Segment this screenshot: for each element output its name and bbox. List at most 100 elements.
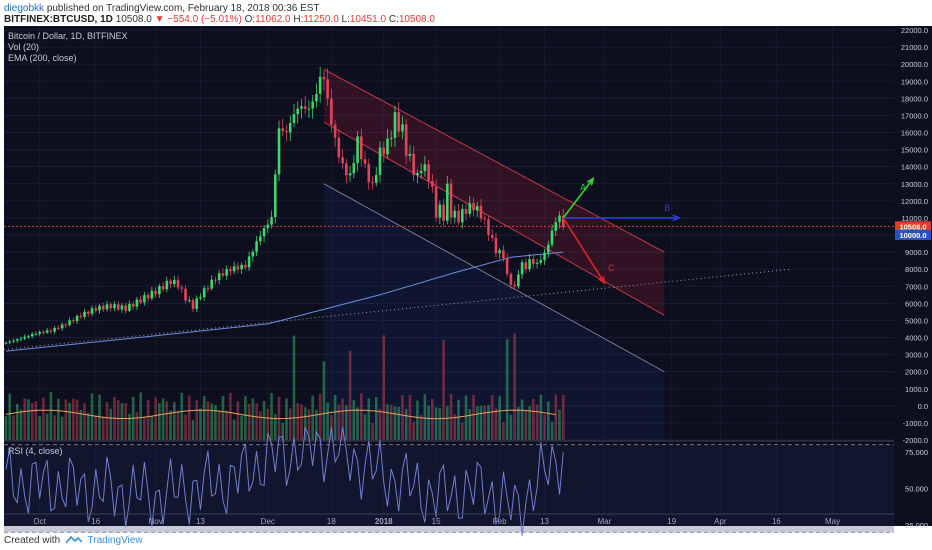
volume-bar bbox=[158, 403, 161, 440]
date-tick-label: Feb bbox=[493, 517, 507, 526]
candle-body bbox=[502, 250, 505, 259]
price-marker bbox=[895, 230, 931, 240]
volume-bar bbox=[431, 398, 434, 440]
candle-body bbox=[19, 338, 23, 340]
volume-bar bbox=[296, 402, 300, 440]
volume-bar bbox=[154, 397, 157, 440]
candle-body bbox=[247, 256, 251, 268]
candle-body bbox=[225, 269, 228, 276]
volume-bar bbox=[101, 417, 105, 440]
volume-bar bbox=[524, 409, 528, 440]
volume-bar bbox=[15, 403, 19, 440]
volume-bar bbox=[423, 394, 427, 440]
volume-bar bbox=[389, 404, 393, 440]
candle-body bbox=[154, 290, 157, 295]
candle-body bbox=[292, 114, 296, 123]
author-link[interactable]: diegobkk bbox=[4, 3, 45, 14]
volume-bar bbox=[57, 398, 60, 440]
low-label: L: bbox=[341, 14, 350, 25]
scenario-arrowhead bbox=[598, 275, 606, 285]
candle-body bbox=[64, 324, 68, 326]
candle-body bbox=[206, 288, 210, 290]
volume-bar bbox=[513, 333, 516, 440]
series-title[interactable]: Bitcoin / Dollar, 1D, BITFINEX bbox=[8, 31, 128, 41]
volume-bar bbox=[34, 401, 38, 440]
price-tick-label: 2000.0 bbox=[905, 368, 928, 377]
candle-body bbox=[483, 218, 487, 220]
candle-body bbox=[431, 180, 434, 187]
volume-bar bbox=[83, 403, 86, 440]
volume-bar bbox=[382, 335, 386, 440]
volume-bar bbox=[143, 417, 146, 440]
volume-bar bbox=[19, 409, 23, 440]
volume-bar bbox=[288, 408, 292, 440]
volume-bar bbox=[528, 406, 531, 440]
candle-body bbox=[49, 330, 53, 332]
volume-bar bbox=[150, 416, 154, 440]
volume-bar bbox=[169, 410, 172, 440]
volume-bar bbox=[270, 392, 273, 440]
price-tick-label: -1000.0 bbox=[903, 419, 928, 428]
volume-bar bbox=[161, 398, 165, 440]
volume-bar bbox=[232, 419, 236, 440]
candle-body bbox=[352, 163, 356, 174]
volume-bar bbox=[229, 393, 232, 440]
candle-body bbox=[300, 106, 303, 109]
volume-bar bbox=[341, 398, 344, 440]
candle-body bbox=[393, 112, 397, 138]
candle-body bbox=[139, 299, 142, 303]
candle-body bbox=[401, 124, 404, 132]
volume-bar bbox=[554, 394, 558, 440]
price-tick-label: 3000.0 bbox=[905, 351, 928, 360]
candle-body bbox=[161, 285, 165, 290]
candle-body bbox=[356, 136, 359, 164]
volume-bar bbox=[303, 407, 307, 440]
candle-body bbox=[60, 324, 64, 329]
candle-body bbox=[561, 215, 565, 227]
chart-background bbox=[4, 26, 894, 526]
volume-bar bbox=[498, 396, 501, 440]
ema-line bbox=[5, 251, 564, 352]
channel-lower-line bbox=[323, 183, 665, 373]
volume-bar bbox=[300, 404, 303, 440]
candle-body bbox=[285, 131, 288, 133]
candle-body bbox=[8, 341, 12, 343]
volume-bar bbox=[120, 403, 124, 440]
price-tick-label: 17000.0 bbox=[901, 111, 928, 120]
price-tick-label: 14000.0 bbox=[901, 163, 928, 172]
ema-legend[interactable]: EMA (200, close) bbox=[8, 53, 77, 63]
rsi-legend[interactable]: RSI (4, close) bbox=[8, 446, 63, 456]
candle-body bbox=[505, 258, 509, 274]
symbol-label[interactable]: BITFINEX:BTCUSD, 1D bbox=[4, 14, 113, 25]
candle-body bbox=[128, 303, 131, 311]
publish-info: diegobkk published on TradingView.com, F… bbox=[4, 3, 320, 14]
candle-body bbox=[412, 153, 415, 176]
candle-body bbox=[214, 279, 217, 281]
candle-body bbox=[423, 164, 427, 171]
volume-bar bbox=[105, 402, 109, 440]
tradingview-brand[interactable]: TradingView bbox=[87, 535, 143, 546]
volume-bar bbox=[483, 405, 487, 440]
candle-body bbox=[322, 76, 326, 80]
candle-body bbox=[217, 273, 221, 281]
volume-bar bbox=[72, 398, 75, 440]
candle-body bbox=[311, 101, 314, 109]
candle-body bbox=[101, 305, 105, 310]
scenario-arrowhead bbox=[672, 214, 682, 222]
candle-body bbox=[345, 163, 348, 176]
volume-legend[interactable]: Vol (20) bbox=[8, 42, 40, 52]
candle-body bbox=[176, 279, 180, 288]
volume-bar bbox=[8, 393, 12, 440]
price-tick-label: 9000.0 bbox=[905, 248, 928, 257]
volume-bar bbox=[184, 414, 187, 440]
price-tick-label: 21000.0 bbox=[901, 43, 928, 52]
volume-bar bbox=[53, 415, 56, 440]
volume-bar bbox=[532, 398, 535, 440]
candle-body bbox=[150, 290, 154, 299]
candle-body bbox=[262, 228, 266, 237]
channel-upper-line bbox=[323, 68, 665, 253]
volume-bar bbox=[408, 394, 412, 440]
volume-bar bbox=[75, 399, 79, 440]
candle-body bbox=[479, 206, 483, 219]
